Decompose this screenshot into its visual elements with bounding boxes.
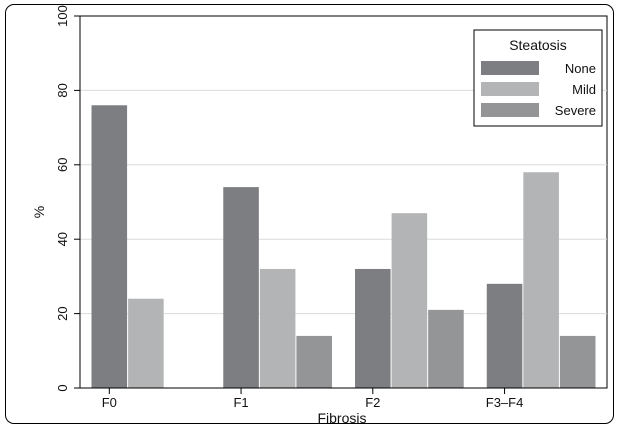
bar-severe-1 (296, 335, 332, 388)
legend: Steatosis None Mild Severe (473, 29, 603, 127)
bar-none-0 (91, 105, 128, 388)
y-tick-label: 60 (55, 158, 70, 172)
x-axis-title: Fibrosis (317, 410, 366, 426)
x-tick-label: F1 (233, 395, 248, 410)
y-tick-label: 20 (55, 306, 70, 320)
y-axis-title: % (31, 206, 47, 218)
x-tick-label: F3–F4 (486, 395, 524, 410)
bar-mild-2 (391, 213, 428, 388)
bar-mild-0 (128, 298, 164, 388)
bar-severe-3 (559, 335, 596, 388)
bar-severe-2 (428, 309, 464, 388)
legend-swatch-severe (481, 103, 539, 117)
y-axis: 0 20 40 60 80 100 (55, 5, 81, 392)
bar-mild-3 (523, 172, 559, 388)
x-tick-label: F0 (102, 395, 117, 410)
legend-label-none: None (565, 61, 596, 76)
bar-mild-1 (259, 268, 296, 388)
legend-label-severe: Severe (555, 103, 596, 118)
y-tick-label: 100 (55, 5, 70, 27)
legend-swatch-mild (481, 82, 539, 96)
bar-none-1 (223, 187, 259, 388)
bars (91, 105, 596, 388)
y-tick-label: 80 (55, 83, 70, 97)
x-tick-label: F2 (365, 395, 380, 410)
y-tick-label: 0 (55, 384, 70, 391)
legend-title: Steatosis (509, 37, 567, 53)
legend-label-mild: Mild (572, 82, 596, 97)
x-axis: F0 F1 F2 F3–F4 (80, 387, 607, 410)
bar-none-2 (355, 268, 391, 388)
y-tick-label: 40 (55, 232, 70, 246)
bar-none-3 (486, 283, 523, 388)
legend-swatch-none (481, 61, 539, 75)
